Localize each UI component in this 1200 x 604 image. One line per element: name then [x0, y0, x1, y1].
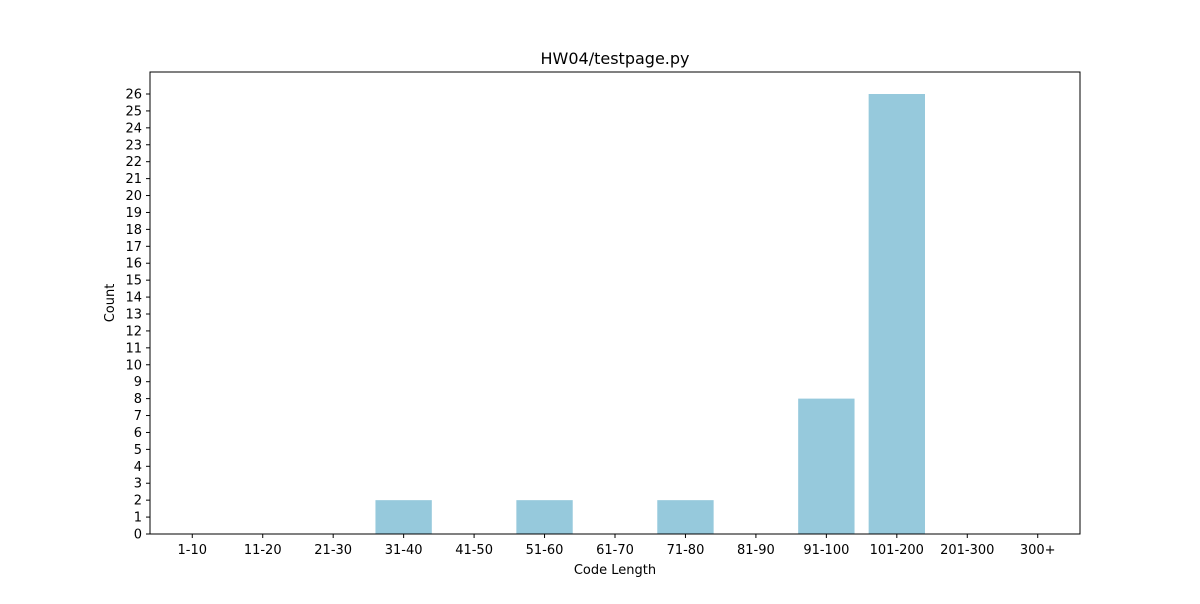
y-tick-label: 14	[125, 291, 142, 306]
x-tick-label: 51-60	[526, 543, 564, 558]
x-tick-label: 61-70	[596, 543, 634, 558]
y-tick-label: 16	[125, 257, 142, 272]
y-tick-label: 11	[125, 341, 142, 356]
x-tick-label: 21-30	[314, 543, 352, 558]
y-tick-label: 24	[125, 121, 142, 136]
y-tick-label: 17	[125, 240, 142, 255]
y-axis-label: Count	[103, 284, 118, 323]
bar-31-40	[375, 500, 432, 534]
bar-101-200	[868, 94, 925, 534]
y-tick-label: 22	[125, 155, 142, 170]
y-tick-label: 12	[125, 324, 142, 339]
y-tick-label: 10	[125, 358, 142, 373]
y-tick-label: 5	[134, 443, 142, 458]
x-axis-ticks: 1-10 11-20 21-30 31-40 41-50 51-60 61-70 71-80 8…	[178, 534, 1056, 558]
chart-title: HW04/testpage.py	[541, 49, 690, 68]
bar-71-80	[657, 500, 714, 534]
y-tick-label: 3	[134, 477, 142, 492]
x-tick-label: 300+	[1020, 543, 1056, 558]
x-tick-label: 71-80	[667, 543, 705, 558]
x-tick-label: 41-50	[455, 543, 493, 558]
y-tick-label: 6	[134, 426, 142, 441]
y-tick-label: 7	[134, 409, 142, 424]
bar-91-100	[798, 398, 855, 534]
x-axis-label: Code Length	[574, 563, 656, 578]
y-tick-label: 4	[134, 460, 142, 475]
y-tick-label: 21	[125, 172, 142, 187]
y-tick-label: 8	[134, 392, 142, 407]
y-tick-label: 26	[125, 88, 142, 103]
y-tick-label: 18	[125, 223, 142, 238]
y-axis-ticks: 0123456789101112131415161718192021222324…	[125, 88, 150, 543]
y-tick-label: 1	[134, 511, 142, 526]
x-tick-label: 11-20	[244, 543, 282, 558]
y-tick-label: 2	[134, 494, 142, 509]
x-tick-label: 101-200	[870, 543, 924, 558]
y-tick-label: 15	[125, 274, 142, 289]
x-tick-label: 201-300	[940, 543, 994, 558]
bars-layer	[375, 94, 925, 534]
bar-51-60	[516, 500, 573, 534]
y-tick-label: 0	[134, 528, 142, 543]
y-tick-label: 20	[125, 189, 142, 204]
x-tick-label: 81-90	[737, 543, 775, 558]
y-tick-label: 13	[125, 308, 142, 323]
x-tick-label: 91-100	[803, 543, 849, 558]
y-tick-label: 23	[125, 138, 142, 153]
y-tick-label: 9	[134, 375, 142, 390]
x-tick-label: 31-40	[385, 543, 423, 558]
x-tick-label: 1-10	[178, 543, 208, 558]
y-tick-label: 19	[125, 206, 142, 221]
y-tick-label: 25	[125, 104, 142, 119]
